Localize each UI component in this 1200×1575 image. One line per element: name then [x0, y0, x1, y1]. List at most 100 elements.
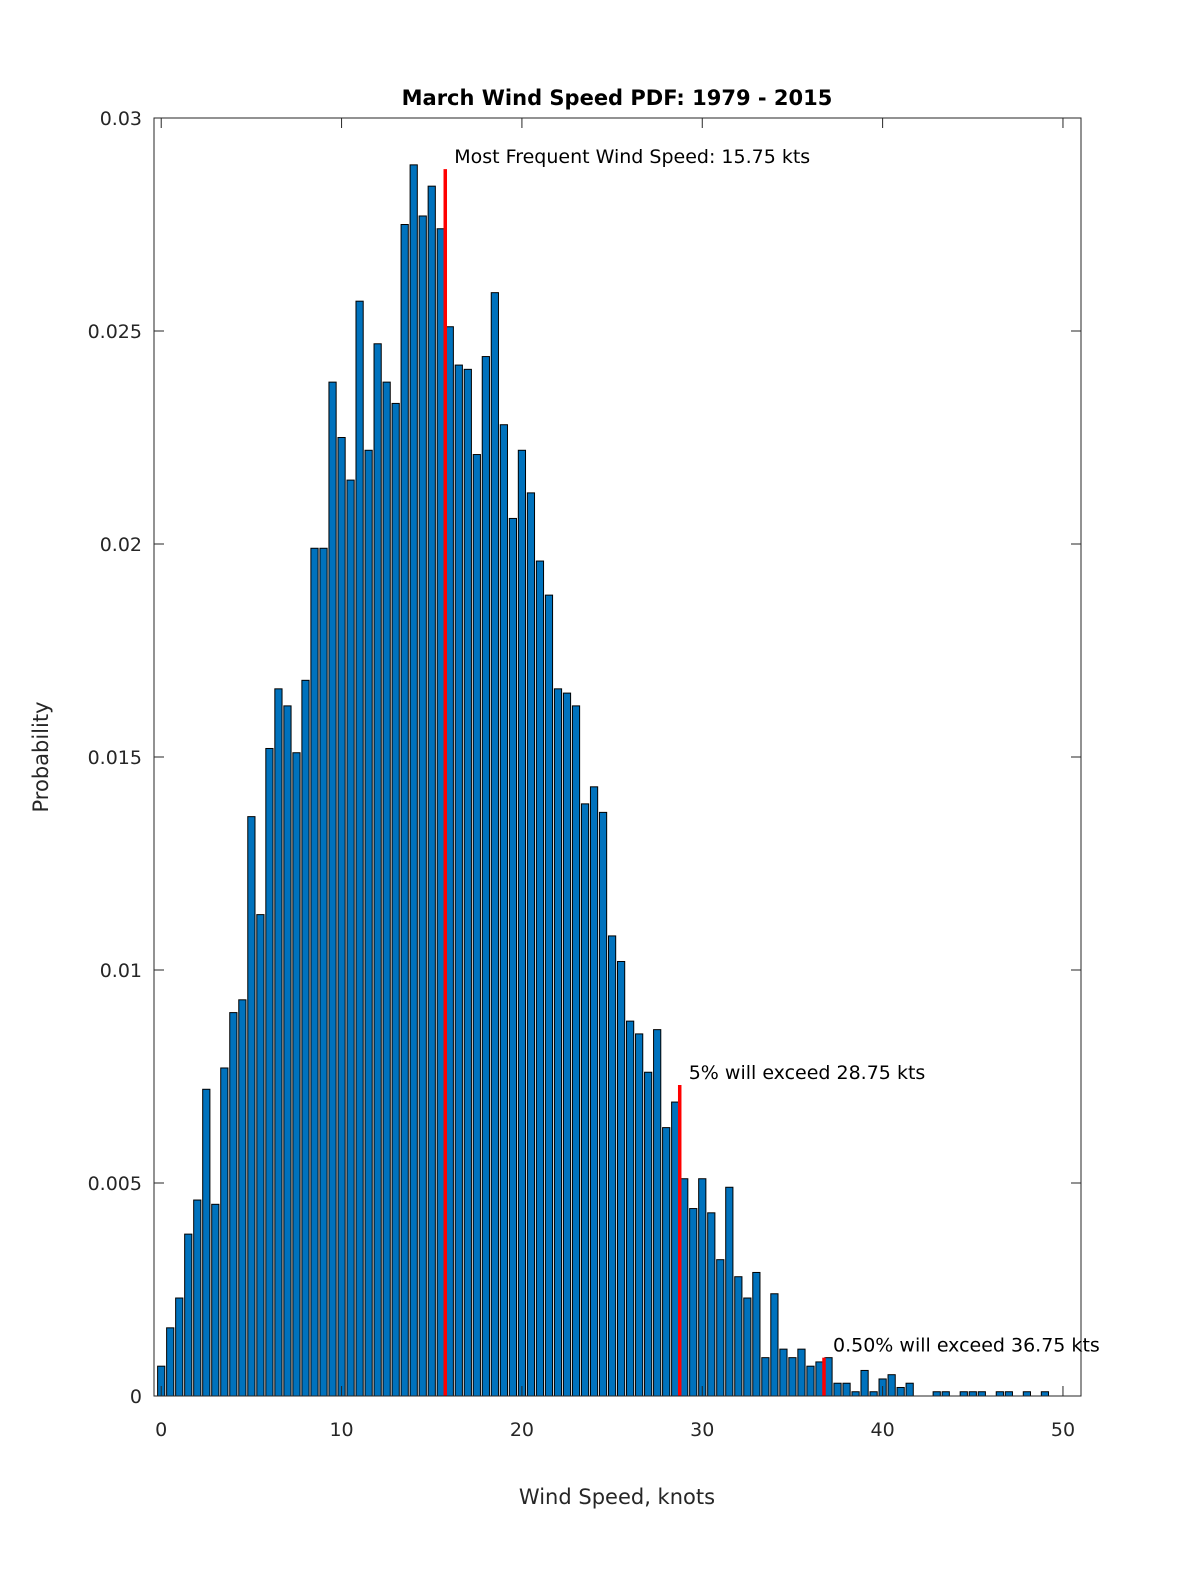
bars-group [157, 164, 1050, 1397]
bar-63 [725, 1186, 734, 1397]
bar-23 [364, 449, 373, 1397]
bar-9 [238, 999, 247, 1397]
annotation-1: 5% will exceed 28.75 kts [689, 1062, 926, 1084]
bar-17 [310, 547, 319, 1397]
bar-42 [535, 560, 545, 1397]
bar-51 [617, 960, 626, 1397]
bar-26 [391, 402, 400, 1397]
bar-5 [202, 1088, 211, 1397]
bar-59 [689, 1208, 698, 1397]
bar-45 [562, 692, 572, 1397]
bar-78 [860, 1369, 869, 1397]
bar-6 [211, 1203, 220, 1397]
x-axis-label: Wind Speed, knots [519, 1485, 715, 1509]
bar-82 [896, 1386, 905, 1397]
y-tick-label-2: 0.01 [100, 960, 142, 982]
x-tick-label-1: 10 [329, 1419, 353, 1441]
bar-37 [490, 292, 499, 1397]
bar-90 [968, 1391, 977, 1397]
bar-13 [274, 688, 283, 1397]
bar-32 [445, 326, 454, 1397]
bar-44 [553, 688, 563, 1397]
y-tick-label-6: 0.03 [100, 108, 142, 130]
bar-66 [752, 1271, 761, 1397]
bar-3 [184, 1233, 193, 1397]
bar-39 [508, 517, 518, 1397]
x-tick-label-2: 20 [510, 1419, 534, 1441]
bar-72 [806, 1365, 815, 1397]
bar-21 [346, 479, 355, 1397]
y-tick-label-4: 0.02 [100, 534, 142, 556]
bar-81 [887, 1374, 896, 1397]
bar-33 [454, 364, 463, 1397]
bar-56 [662, 1127, 671, 1397]
bar-94 [1004, 1391, 1013, 1397]
bar-40 [517, 449, 527, 1397]
bar-87 [941, 1391, 950, 1397]
bar-98 [1040, 1391, 1050, 1397]
bar-55 [653, 1029, 662, 1397]
annotation-2: 0.50% will exceed 36.75 kts [833, 1335, 1100, 1357]
bar-49 [598, 811, 608, 1397]
bar-65 [743, 1297, 752, 1397]
bar-86 [932, 1391, 941, 1397]
annotations-group: Most Frequent Wind Speed: 15.75 kts 5% wi… [454, 146, 1100, 1357]
bar-47 [580, 803, 590, 1397]
bar-16 [301, 679, 310, 1397]
bar-10 [247, 816, 256, 1397]
bar-89 [959, 1391, 968, 1397]
bar-64 [734, 1276, 743, 1397]
bar-31 [436, 228, 445, 1397]
bar-28 [409, 164, 418, 1397]
bar-8 [229, 1012, 238, 1397]
bar-91 [977, 1391, 986, 1397]
bar-48 [589, 786, 599, 1397]
bar-61 [707, 1212, 716, 1397]
bar-4 [193, 1199, 202, 1397]
bar-38 [499, 424, 508, 1397]
bar-18 [319, 547, 328, 1397]
bar-36 [481, 356, 490, 1397]
x-tick-label-0: 0 [155, 1419, 167, 1441]
bar-58 [680, 1178, 689, 1397]
bar-41 [526, 492, 536, 1397]
bar-24 [373, 343, 382, 1397]
x-tick-label-5: 50 [1051, 1419, 1075, 1441]
bar-27 [400, 224, 409, 1397]
bar-14 [283, 705, 292, 1397]
chart-title: March Wind Speed PDF: 1979 - 2015 [402, 86, 833, 110]
bar-25 [382, 381, 391, 1397]
bar-96 [1022, 1391, 1031, 1397]
bar-77 [851, 1391, 860, 1397]
bar-53 [635, 1033, 644, 1397]
bar-93 [995, 1391, 1004, 1397]
bar-11 [256, 914, 265, 1397]
y-axis-label: Probability [29, 701, 53, 812]
bar-50 [607, 935, 617, 1397]
bar-12 [265, 747, 274, 1397]
bar-22 [355, 300, 364, 1397]
bar-7 [220, 1067, 229, 1397]
bar-29 [418, 215, 427, 1397]
bar-34 [463, 368, 472, 1397]
bar-62 [716, 1259, 725, 1397]
bar-68 [770, 1293, 779, 1397]
markers-group [443, 169, 826, 1396]
y-tick-label-3: 0.015 [88, 747, 142, 769]
bar-43 [544, 594, 554, 1397]
bar-46 [571, 705, 581, 1397]
bar-60 [698, 1178, 707, 1397]
bar-75 [833, 1382, 842, 1397]
x-tick-label-4: 40 [871, 1419, 895, 1441]
bar-71 [797, 1348, 806, 1397]
bar-19 [328, 381, 337, 1397]
bar-74 [824, 1357, 833, 1397]
bar-15 [292, 752, 301, 1397]
bar-52 [626, 1020, 635, 1397]
bar-73 [815, 1361, 824, 1397]
y-tick-label-5: 0.025 [88, 321, 142, 343]
x-ticks-group: 0 10 20 30 40 50 [155, 118, 1075, 1441]
annotation-0: Most Frequent Wind Speed: 15.75 kts [454, 146, 810, 168]
bar-83 [905, 1382, 914, 1397]
